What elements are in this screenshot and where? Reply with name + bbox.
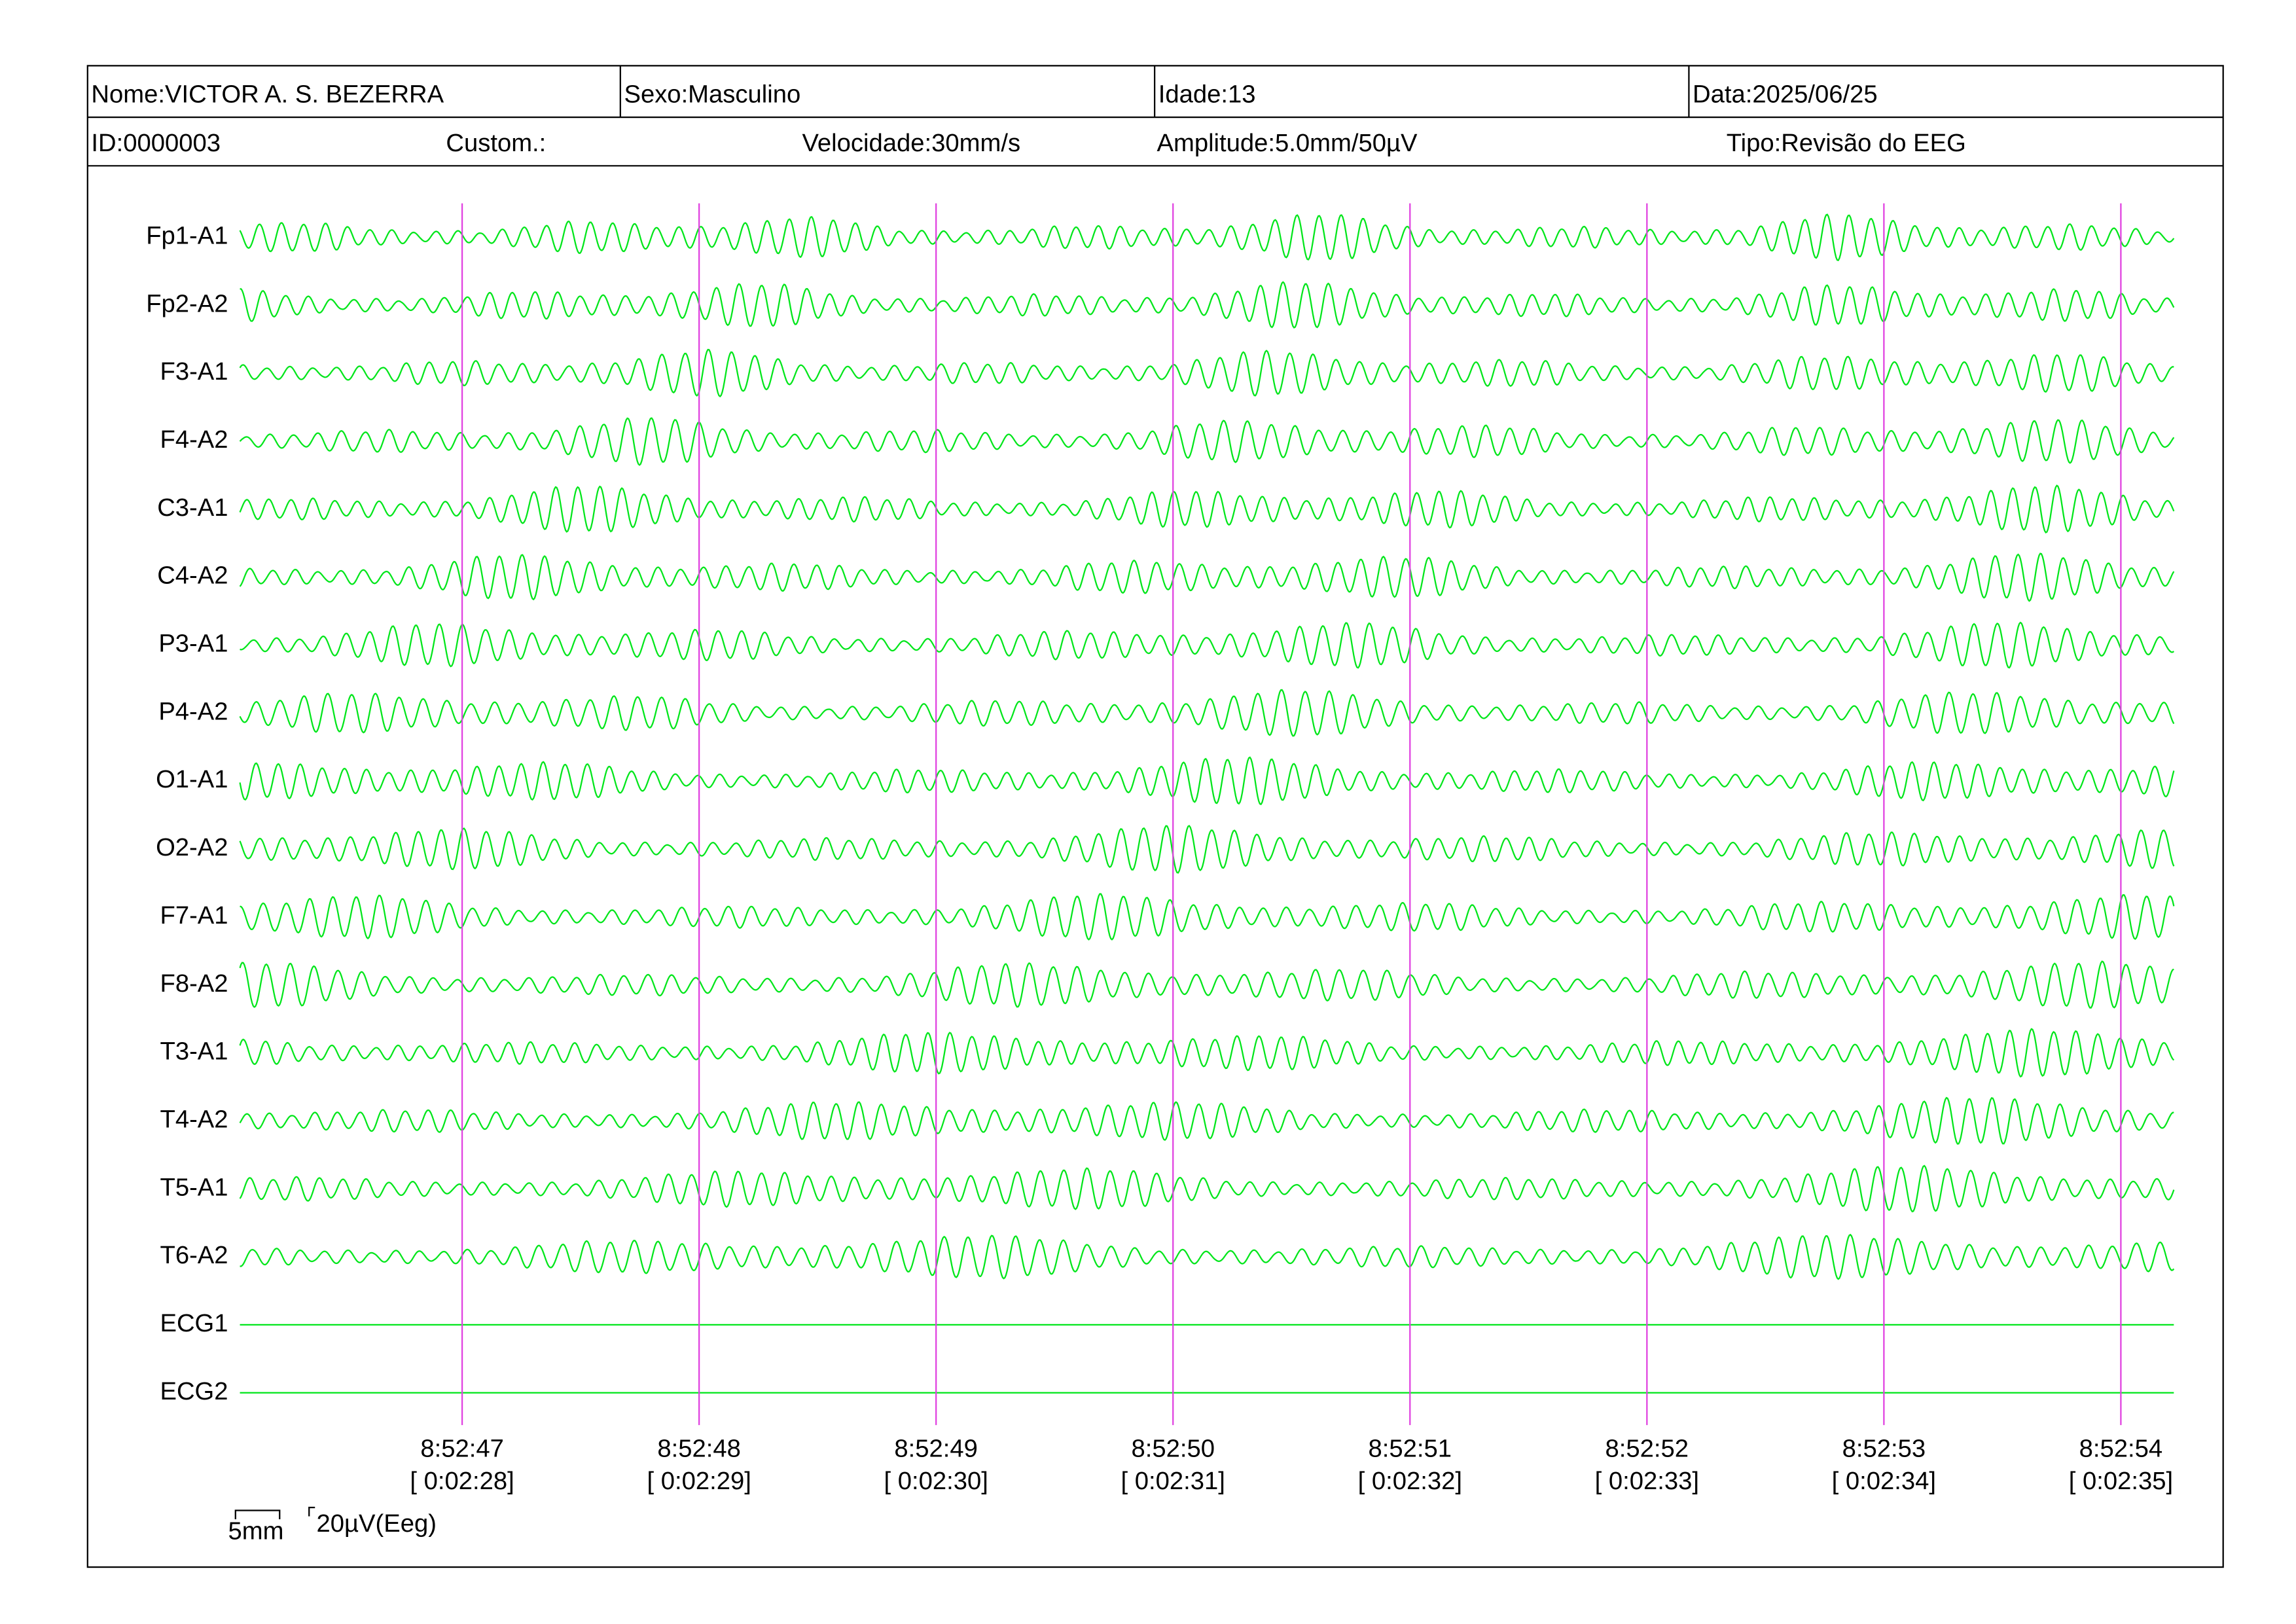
eeg-trace: [240, 281, 2175, 329]
elapsed-time: [ 0:02:32]: [1358, 1467, 1462, 1495]
eeg-trace: [239, 213, 2175, 262]
channel-label: Fp1-A1: [146, 221, 228, 249]
channel-label: F8-A2: [160, 969, 228, 998]
channel-label: O1-A1: [156, 765, 228, 793]
eeg-trace: [239, 825, 2175, 874]
patient-age: Idade:13: [1158, 81, 1256, 109]
channel-label: ECG1: [160, 1309, 228, 1337]
elapsed-time: [ 0:02:35]: [2069, 1467, 2173, 1495]
eeg-trace: [239, 348, 2174, 398]
patient-id: ID:0000003: [91, 129, 221, 157]
clock-time: 8:52:49: [894, 1434, 978, 1462]
scale-amplitude: 20µV(Eeg): [316, 1509, 436, 1538]
clock-time: 8:52:47: [420, 1434, 504, 1462]
channel-label: T4-A2: [160, 1105, 228, 1133]
record-date: Data:2025/06/25: [1693, 81, 1878, 109]
elapsed-time: [ 0:02:30]: [884, 1467, 988, 1495]
eeg-trace: [239, 417, 2175, 466]
time-marks: 8:52:47 [ 0:02:28] 8:52:48 [ 0:02:29] 8:52:4…: [410, 203, 2173, 1495]
clock-time: 8:52:53: [1842, 1434, 1926, 1462]
elapsed-time: [ 0:02:29]: [647, 1467, 751, 1495]
eeg-trace: [240, 893, 2175, 941]
channel-label: P3-A1: [158, 630, 228, 658]
custom: Custom.:: [446, 129, 546, 157]
eeg-trace: [239, 689, 2175, 737]
eeg-trace: [239, 552, 2175, 602]
channel-label: F7-A1: [160, 901, 228, 929]
speed: Velocidade:30mm/s: [802, 129, 1021, 157]
clock-time: 8:52:54: [2079, 1434, 2163, 1462]
eeg-trace: [239, 756, 2175, 806]
channel-label: C3-A1: [157, 494, 228, 522]
amplitude: Amplitude:5.0mm/50µV: [1157, 129, 1418, 157]
elapsed-time: [ 0:02:34]: [1832, 1467, 1936, 1495]
channel-label: T3-A1: [160, 1038, 228, 1066]
scale-bar: [234, 1509, 281, 1520]
elapsed-time: [ 0:02:33]: [1595, 1467, 1699, 1495]
patient-name: Nome:VICTOR A. S. BEZERRA: [91, 81, 444, 109]
record-type: Tipo:Revisão do EEG: [1727, 129, 1966, 157]
clock-time: 8:52:51: [1369, 1434, 1452, 1462]
eeg-trace: [240, 1233, 2175, 1280]
clock-time: 8:52:50: [1131, 1434, 1215, 1462]
eeg-trace: [239, 960, 2174, 1009]
channel-label: T6-A2: [160, 1241, 228, 1269]
channel-label: F3-A1: [160, 357, 228, 386]
patient-sex: Sexo:Masculino: [624, 81, 800, 109]
channel-label: O2-A2: [156, 833, 228, 861]
amplitude-bracket: [308, 1506, 315, 1517]
channel-label: C4-A2: [157, 562, 228, 590]
elapsed-time: [ 0:02:28]: [410, 1467, 514, 1495]
eeg-trace: [239, 484, 2175, 534]
channel-label: P4-A2: [158, 697, 228, 725]
clock-time: 8:52:52: [1605, 1434, 1689, 1462]
eeg-trace: [239, 1096, 2174, 1145]
scale-length: 5mm: [228, 1517, 284, 1545]
channel-label: ECG2: [160, 1377, 228, 1405]
frame: [86, 65, 2224, 1568]
eeg-trace: [239, 1028, 2175, 1078]
channel-label: T5-A1: [160, 1173, 228, 1201]
elapsed-time: [ 0:02:31]: [1121, 1467, 1225, 1495]
channel-label: F4-A2: [160, 425, 228, 454]
channel-label: Fp2-A2: [146, 289, 228, 317]
clock-time: 8:52:48: [657, 1434, 741, 1462]
traces: Fp1-A1 Fp2-A2 F3-A1 F4-A2 C3-A1 C4-A2 P3-A1 P4-…: [146, 213, 2175, 1405]
eeg-trace: [240, 621, 2174, 669]
eeg-trace: [239, 1164, 2175, 1213]
